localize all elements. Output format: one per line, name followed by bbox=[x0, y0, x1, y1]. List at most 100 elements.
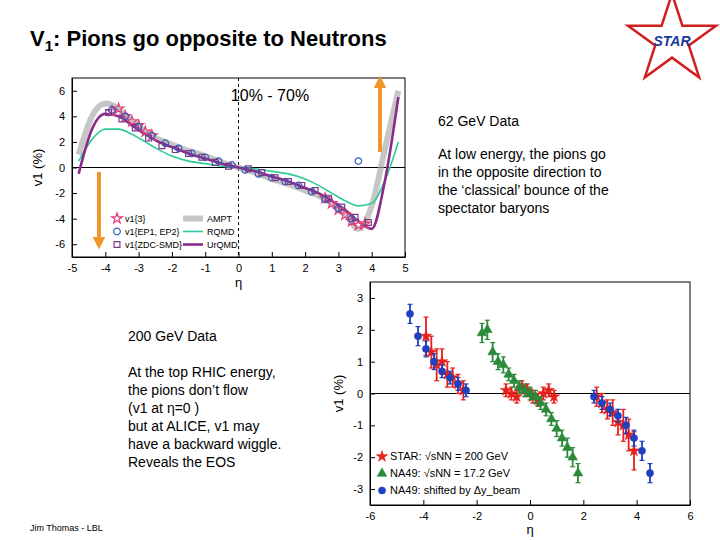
error-bar-cap bbox=[432, 353, 437, 354]
y-axis-title: v1 (%) bbox=[30, 149, 45, 187]
x-tick-mark bbox=[205, 252, 206, 257]
legend-swatch bbox=[183, 216, 203, 222]
x-axis-title: η bbox=[526, 522, 533, 537]
y-tick-label: 3 bbox=[357, 292, 363, 304]
y-tick-label: -6 bbox=[55, 238, 65, 250]
y-axis-title: v1 (%) bbox=[331, 375, 346, 413]
data-point bbox=[618, 419, 629, 430]
error-bar-cap bbox=[514, 402, 519, 403]
y-tick-mark bbox=[72, 193, 77, 194]
error-bar-cap bbox=[600, 412, 605, 413]
x-tick-mark bbox=[583, 500, 584, 505]
x-tick-label: -2 bbox=[168, 262, 178, 274]
error-bar-cap bbox=[429, 367, 434, 368]
error-bar-cap bbox=[456, 393, 461, 394]
data-point bbox=[339, 204, 345, 210]
x-tick-label: -5 bbox=[68, 262, 78, 274]
x-tick-label: 1 bbox=[269, 262, 275, 274]
data-point bbox=[590, 393, 597, 400]
legend-item: AMPT bbox=[183, 214, 233, 224]
data-point bbox=[628, 445, 639, 456]
error-bar-cap bbox=[552, 402, 557, 403]
error-bar-cap bbox=[632, 445, 637, 446]
data-point bbox=[446, 374, 453, 381]
x-tick-label: -2 bbox=[472, 510, 482, 522]
error-bar-cap bbox=[648, 463, 653, 464]
error-bar-cap bbox=[429, 336, 434, 337]
error-bar-cap bbox=[456, 377, 461, 378]
plot-area bbox=[72, 78, 405, 257]
note-line: the pions don’t flow bbox=[128, 382, 249, 398]
y-tick-mark bbox=[370, 425, 375, 426]
note-line: have a backward wiggle. bbox=[128, 436, 281, 452]
error-bar-cap bbox=[600, 393, 605, 394]
error-bar-cap bbox=[434, 348, 439, 349]
error-bar-cap bbox=[560, 445, 565, 446]
error-bar-cap bbox=[600, 409, 605, 410]
x-tick: 4 bbox=[369, 252, 375, 274]
error-bar-cap bbox=[610, 399, 615, 400]
data-point bbox=[226, 163, 232, 169]
title-part: V bbox=[30, 26, 45, 51]
data-point bbox=[422, 345, 429, 352]
x-tick: -1 bbox=[201, 252, 211, 274]
logo-star bbox=[628, 0, 716, 77]
x-axis-line bbox=[73, 257, 406, 258]
arrow bbox=[97, 172, 101, 243]
x-tick: 0 bbox=[236, 252, 242, 274]
x-tick-label: 0 bbox=[527, 510, 533, 522]
error-bar-cap bbox=[440, 348, 445, 349]
data-point bbox=[172, 147, 178, 153]
data-point bbox=[246, 166, 252, 172]
y-tick: -2 bbox=[55, 187, 77, 199]
x-tick: -4 bbox=[419, 500, 429, 522]
legend: v1{3}v1{EP1, EP2}v1{ZDC-SMD}AMPTRQMDUrQM… bbox=[112, 213, 238, 250]
x-axis-line bbox=[371, 505, 691, 506]
legend-label: NA49: √sNN = 17.2 GeV bbox=[390, 467, 511, 479]
error-bar-cap bbox=[496, 369, 501, 370]
data-point bbox=[325, 195, 331, 201]
x-tick-label: 5 bbox=[402, 262, 408, 274]
footer: Jim Thomas - LBL bbox=[30, 523, 103, 533]
legend-label: AMPT bbox=[207, 214, 233, 224]
chart: -5-4-3-2-1012345-6-4-20246ηv1 (%)10% - 7… bbox=[30, 78, 409, 290]
legend-label: v1{ZDC-SMD} bbox=[125, 240, 182, 250]
error-bar-cap bbox=[605, 418, 610, 419]
y-tick: 6 bbox=[59, 85, 77, 97]
data-point bbox=[106, 110, 112, 116]
x-tick: 5 bbox=[402, 252, 408, 274]
error-bar-cap bbox=[608, 402, 613, 403]
x-tick: 6 bbox=[687, 500, 693, 522]
series-line bbox=[79, 91, 399, 229]
legend-swatch bbox=[378, 487, 385, 494]
data-point bbox=[557, 433, 567, 441]
data-point bbox=[504, 369, 514, 377]
x-tick-mark bbox=[637, 500, 638, 505]
error-bar-cap bbox=[509, 399, 514, 400]
error-bar-cap bbox=[610, 425, 615, 426]
error-bar-cap bbox=[496, 353, 501, 354]
slide-canvas: V1: Pions go opposite to NeutronsSTAR62 … bbox=[0, 0, 720, 540]
data-point bbox=[438, 368, 445, 375]
error-bar-cap bbox=[621, 441, 626, 442]
error-bar-cap bbox=[408, 304, 413, 305]
arrow bbox=[378, 82, 382, 152]
series-points bbox=[109, 107, 362, 222]
legend-swatch bbox=[183, 243, 203, 246]
x-tick-mark bbox=[372, 252, 373, 257]
error-bar-cap bbox=[608, 415, 613, 416]
note-heading: 200 GeV Data bbox=[128, 328, 217, 344]
note-line: spectator baryons bbox=[438, 200, 549, 216]
x-axis: -5-4-3-2-1012345 bbox=[68, 252, 409, 274]
y-tick-label: -4 bbox=[55, 213, 65, 225]
data-point bbox=[563, 442, 573, 450]
x-tick-mark bbox=[105, 252, 106, 257]
data-point bbox=[454, 380, 461, 387]
error-bar-cap bbox=[424, 340, 429, 341]
legend-label: UrQMD bbox=[207, 240, 238, 250]
data-point bbox=[606, 406, 613, 413]
legend-label: NA49: shifted by Δy_beam bbox=[390, 484, 520, 496]
data-point bbox=[638, 447, 645, 454]
y-tick-mark bbox=[370, 362, 375, 363]
plot-frame bbox=[72, 78, 405, 257]
